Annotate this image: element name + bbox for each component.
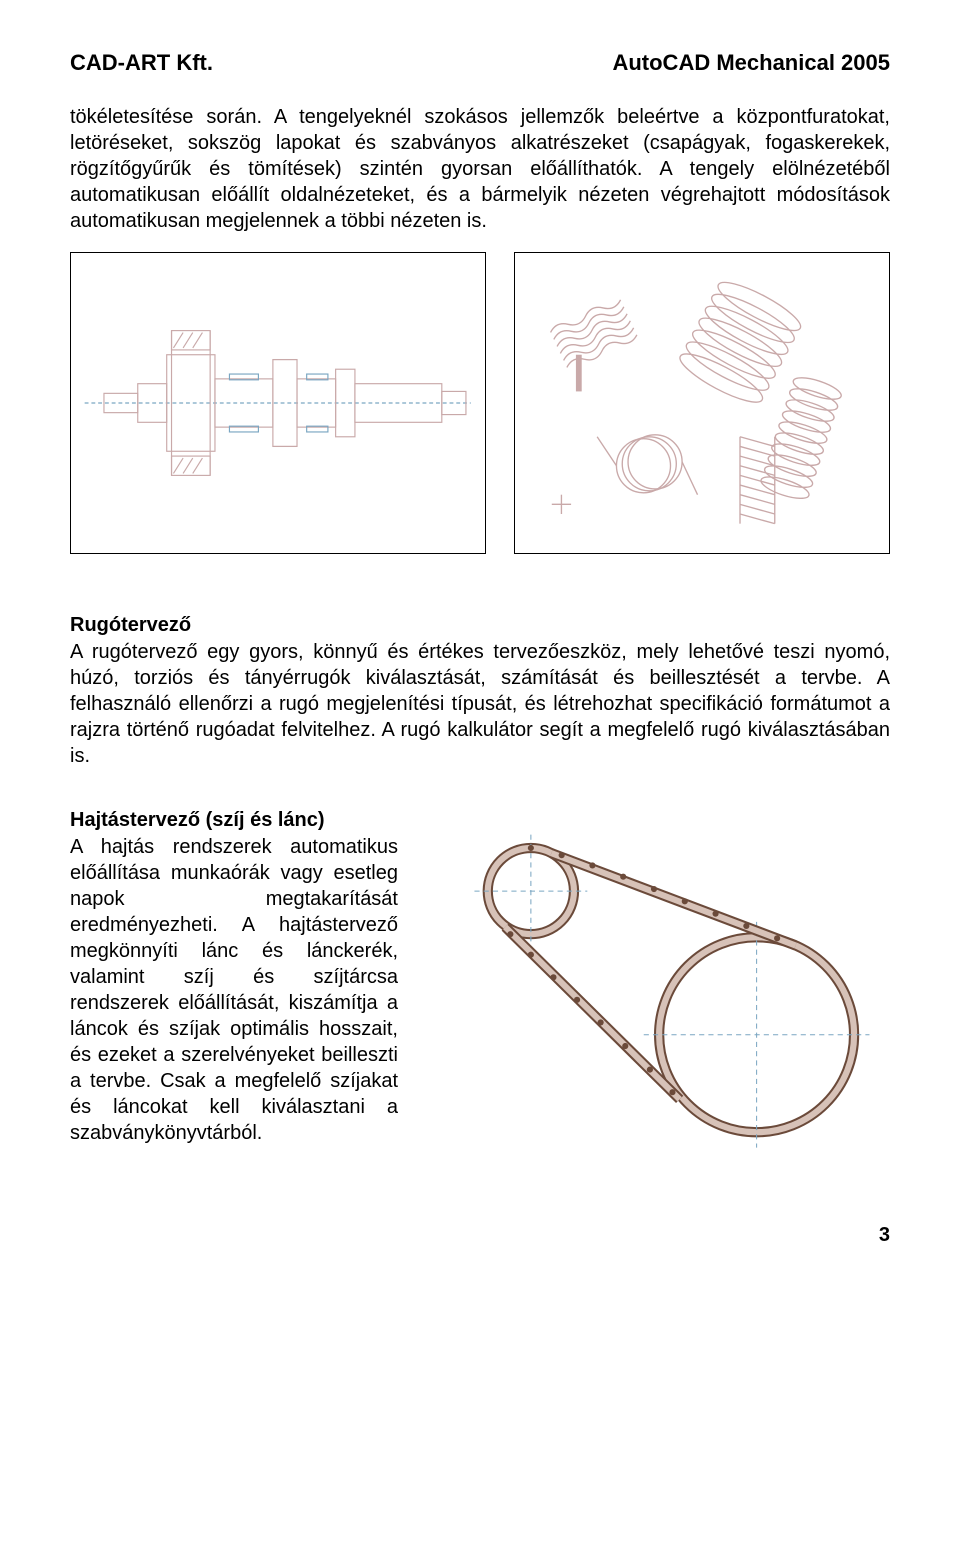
- intro-paragraph: tökéletesítése során. A tengelyeknél szo…: [70, 104, 890, 234]
- section-drive-text: A hajtás rendszerek automatikus előállít…: [70, 834, 398, 1146]
- header-company: CAD-ART Kft.: [70, 50, 213, 76]
- section-drive-title: Hajtástervező (szíj és lánc): [70, 809, 398, 832]
- chain-drive-icon: [418, 809, 890, 1148]
- page-number: 3: [70, 1224, 890, 1247]
- section-spring-text: A rugótervező egy gyors, könnyű és érték…: [70, 639, 890, 769]
- shaft-diagram: [70, 252, 486, 554]
- spring-drawing-icon: [518, 256, 885, 550]
- drive-text-column: Hajtástervező (szíj és lánc) A hajtás re…: [70, 809, 398, 1164]
- spring-diagram: [514, 252, 890, 554]
- section-spring-title: Rugótervező: [70, 614, 890, 637]
- page-header: CAD-ART Kft. AutoCAD Mechanical 2005: [70, 50, 890, 76]
- shaft-drawing-icon: [75, 256, 480, 550]
- header-product: AutoCAD Mechanical 2005: [612, 50, 890, 76]
- diagram-row: [70, 252, 890, 554]
- drive-section-row: Hajtástervező (szíj és lánc) A hajtás re…: [70, 809, 890, 1164]
- chain-figure: [418, 809, 890, 1148]
- page-container: CAD-ART Kft. AutoCAD Mechanical 2005 tök…: [0, 0, 960, 1287]
